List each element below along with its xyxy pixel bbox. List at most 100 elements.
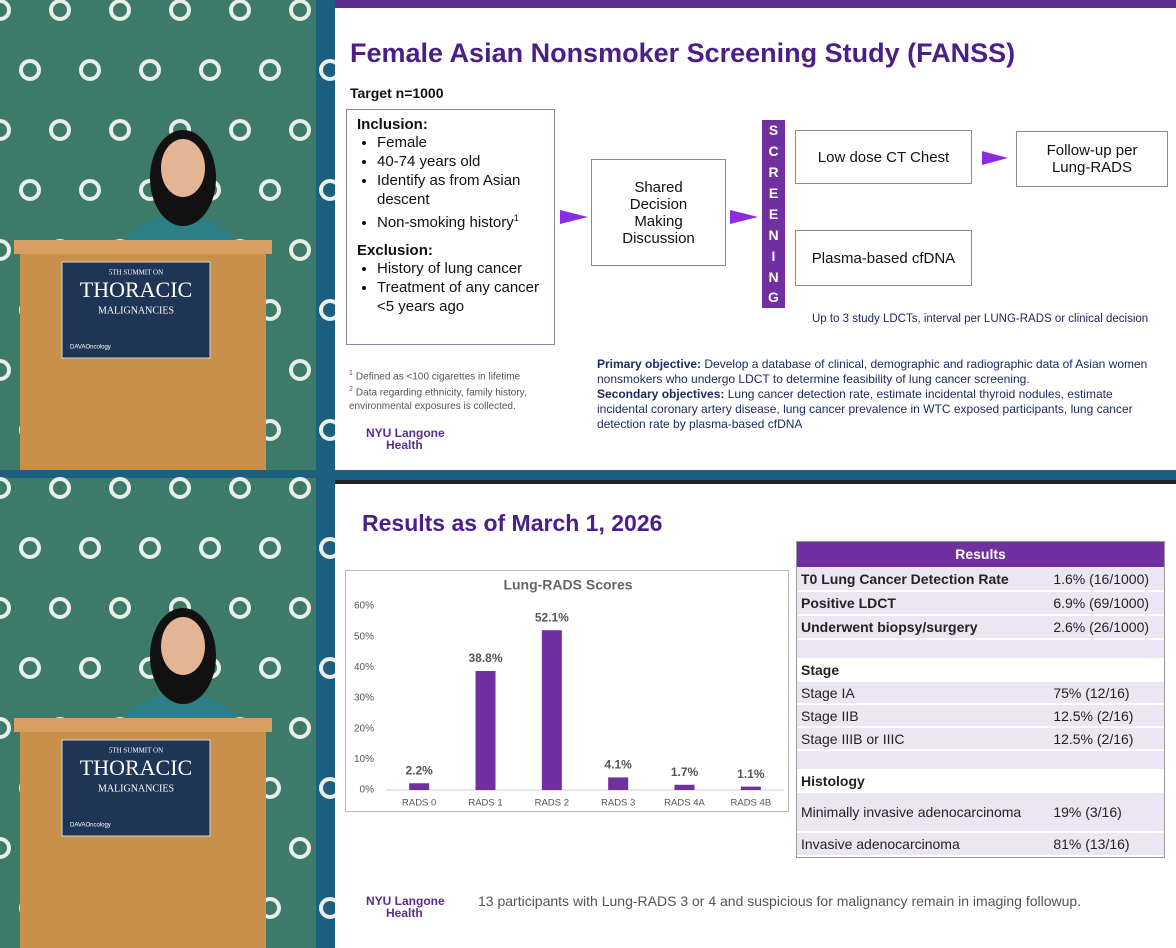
row-value: 2.6% (26/1000)	[1049, 615, 1164, 640]
followup-box: Follow-up per Lung-RADS	[1016, 131, 1168, 187]
screening-letter: R	[768, 164, 779, 181]
footer-note: 13 participants with Lung-RADS 3 or 4 an…	[478, 893, 1082, 909]
footnote: 2 Data regarding ethnicity, family histor…	[349, 383, 549, 412]
podium-top	[14, 240, 272, 254]
backdrop-logo	[0, 119, 11, 141]
screening-letter: G	[768, 289, 779, 306]
backdrop-logo	[289, 597, 311, 619]
backdrop-logo	[289, 717, 311, 739]
primary-label: Primary objective:	[597, 357, 702, 371]
sign-text: MALIGNANCIES	[98, 783, 174, 794]
podium-top	[14, 718, 272, 732]
backdrop-logo	[169, 0, 191, 21]
x-tick-label: RADS 0	[402, 798, 436, 809]
backdrop-logo	[79, 657, 101, 679]
backdrop-logo	[229, 0, 251, 21]
y-tick-label: 60%	[354, 601, 374, 612]
sign-text: 5TH SUMMIT ON	[109, 269, 163, 277]
value-label: 2.2%	[405, 763, 433, 777]
table-body: T0 Lung Cancer Detection Rate 1.6% (16/10…	[797, 567, 1164, 857]
backdrop-logo	[169, 477, 191, 499]
backdrop-logo	[289, 239, 311, 261]
row-value: 6.9% (69/1000)	[1049, 591, 1164, 616]
backdrop-logo	[289, 837, 311, 859]
backdrop-logo	[229, 477, 251, 499]
table-row: Minimally invasive adenocarcinoma 19% (3/…	[797, 792, 1164, 833]
row-value: 12.5% (2/16)	[1049, 727, 1164, 751]
backdrop-logo	[259, 537, 281, 559]
row-value: 75% (12/16)	[1049, 681, 1164, 705]
exclusion-item: History of lung cancer	[377, 259, 544, 278]
item-text: Non-smoking history	[377, 214, 514, 231]
slide-1	[335, 0, 1176, 470]
backdrop-logo	[259, 59, 281, 81]
y-tick-label: 30%	[354, 693, 374, 704]
backdrop-logo	[199, 59, 221, 81]
row-label: Minimally invasive adenocarcinoma	[797, 792, 1050, 833]
backdrop-logo	[0, 837, 11, 859]
backdrop-logo	[289, 119, 311, 141]
section-heading: Histology	[797, 770, 1164, 793]
section-heading: Stage	[797, 659, 1164, 682]
backdrop-logo	[19, 537, 41, 559]
logo-text: NYU Langone	[366, 894, 445, 908]
chart-title: Lung-RADS Scores	[503, 577, 632, 593]
slide-title: Female Asian Nonsmoker Screening Study (…	[350, 38, 1016, 68]
sign-text: MALIGNANCIES	[98, 305, 174, 316]
backdrop-logo	[109, 0, 131, 21]
x-tick-label: RADS 4B	[731, 798, 772, 809]
backdrop-logo	[109, 119, 131, 141]
inclusion-item: 40-74 years old	[377, 152, 544, 171]
bar	[740, 786, 761, 790]
backdrop-logo	[19, 179, 41, 201]
footnotes: 1 Defined as <100 cigarettes in lifetime 2…	[349, 367, 549, 413]
x-tick-label: RADS 1	[468, 798, 502, 809]
target: Target n=1000	[350, 85, 444, 101]
row-value: 19% (3/16)	[1049, 792, 1164, 833]
row-label: Positive LDCT	[797, 591, 1050, 616]
spacer-row	[797, 750, 1164, 771]
item-text: Female	[377, 134, 428, 151]
exclusion-item: Treatment of any cancer <5 years ago	[377, 278, 544, 316]
bar	[475, 671, 496, 790]
backdrop-logo	[139, 59, 161, 81]
x-tick-label: RADS 4A	[664, 798, 705, 809]
backdrop-logo	[0, 717, 11, 739]
row-value: 81% (13/16)	[1049, 832, 1164, 857]
backdrop-logo	[109, 597, 131, 619]
row-label: Stage IA	[797, 681, 1050, 705]
table-row: Stage IA 75% (12/16)	[797, 681, 1164, 705]
backdrop-logo	[109, 477, 131, 499]
screening-letter: N	[768, 226, 779, 243]
arrow	[730, 210, 758, 224]
screening-letter: S	[768, 122, 779, 139]
slide-title: Results as of March 1, 2026	[362, 510, 663, 536]
value-label: 1.1%	[737, 767, 765, 781]
criteria-box: Inclusion: Female 40-74 years old Identify…	[346, 109, 555, 345]
y-tick-label: 40%	[354, 662, 374, 673]
objectives: Primary objective: Develop a database of…	[597, 357, 1152, 432]
backdrop-logo	[199, 537, 221, 559]
value-label: 38.8%	[468, 651, 502, 665]
backdrop-logo	[0, 359, 11, 381]
backdrop-logo	[19, 59, 41, 81]
row-label: T0 Lung Cancer Detection Rate	[797, 567, 1050, 592]
podium-sign	[61, 261, 211, 359]
footnote-text: Data regarding ethnicity, family history…	[349, 387, 527, 412]
section-row: Stage	[797, 659, 1164, 682]
arrow	[560, 210, 588, 224]
backdrop-logo	[289, 0, 311, 21]
backdrop-logo	[0, 239, 11, 261]
logo-text: NYU Langone	[366, 426, 445, 440]
sign-text: 5TH SUMMIT ON	[109, 747, 163, 755]
backdrop-logo	[259, 179, 281, 201]
logo: NYU Langone Health	[366, 895, 445, 919]
screening-letter: N	[768, 268, 779, 285]
row-label: Stage IIIB or IIIC	[797, 727, 1050, 751]
table-row: T0 Lung Cancer Detection Rate 1.6% (16/10…	[797, 567, 1164, 592]
backdrop-logo	[19, 657, 41, 679]
inclusion-item: Female	[377, 133, 544, 152]
item-text: Identify as from Asian descent	[377, 172, 521, 208]
note-ref: 1	[513, 213, 519, 223]
